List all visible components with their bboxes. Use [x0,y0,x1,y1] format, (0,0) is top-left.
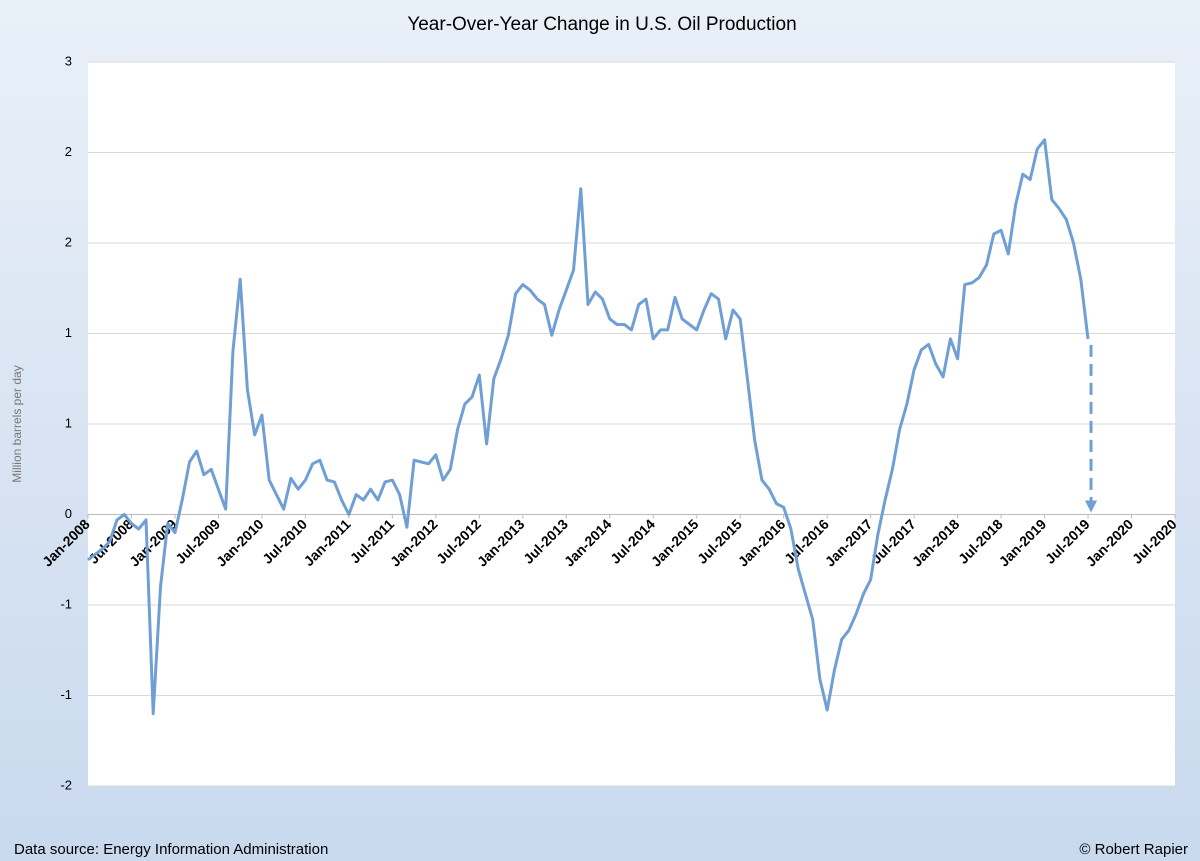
y-tick-label: -2 [60,777,72,792]
y-tick-label: 1 [65,415,72,430]
y-tick-label: -1 [60,687,72,702]
chart-title: Year-Over-Year Change in U.S. Oil Produc… [407,14,796,35]
y-tick-label: 0 [65,506,72,521]
credit: © Robert Rapier [1079,841,1188,858]
y-tick-label: -1 [60,596,72,611]
y-tick-label: 2 [65,144,72,159]
y-axis-label: Million barrels per day [10,365,24,482]
y-tick-label: 2 [65,234,72,249]
data-line [87,138,1090,716]
y-tick-label: 1 [65,325,72,340]
y-tick-label: 3 [65,53,72,68]
source-note: Data source: Energy Information Administ… [14,841,328,858]
